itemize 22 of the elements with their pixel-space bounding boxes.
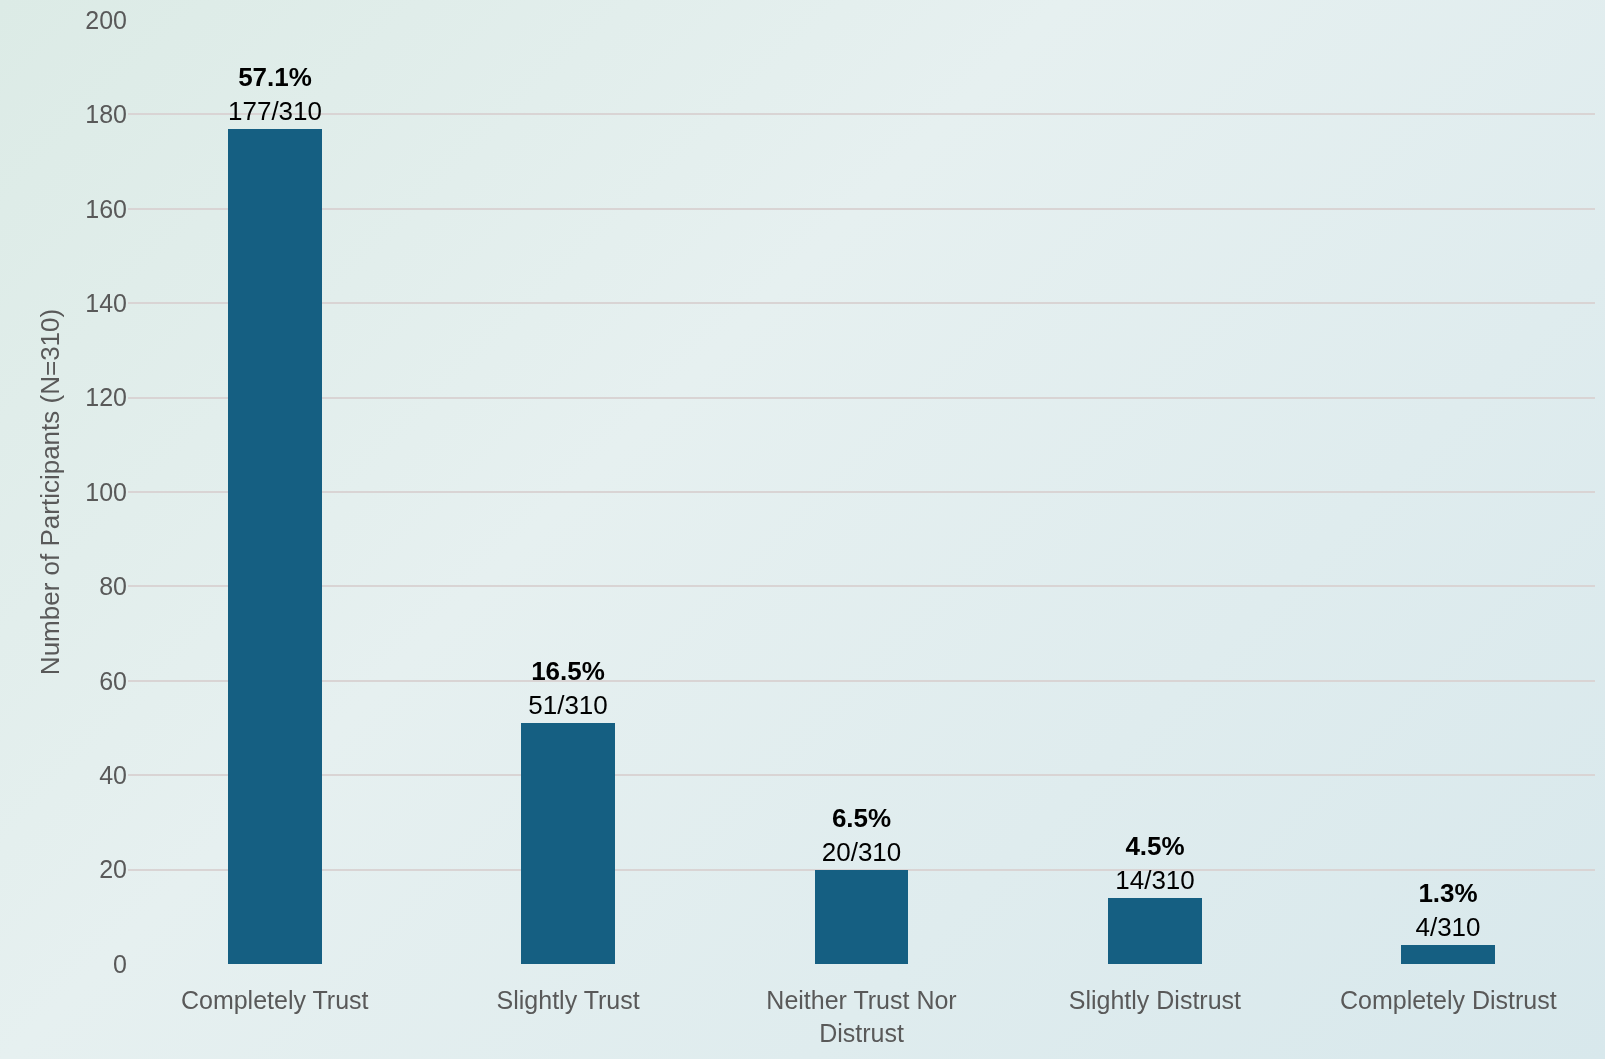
- y-axis-title: Number of Participants (N=310): [34, 308, 65, 676]
- y-tick-label: 120: [85, 383, 127, 412]
- x-tick-label: Slightly Distrust: [1068, 986, 1242, 1014]
- x-tick-label: Slightly Trust: [496, 986, 640, 1014]
- data-label: 6.5% 20/310: [821, 803, 902, 867]
- y-tick-label: 0: [113, 949, 127, 978]
- x-tick-label: Completely Trust: [180, 986, 369, 1014]
- data-label: 1.3% 4/310: [1415, 878, 1481, 942]
- y-tick-label: 200: [85, 5, 127, 34]
- y-tick-label: 140: [85, 288, 127, 317]
- data-label: 16.5% 51/310: [528, 656, 608, 720]
- y-tick-label: 180: [85, 100, 127, 129]
- x-tick-label: Neither Trust Nor Distrust: [766, 986, 957, 1047]
- y-tick-label: 40: [99, 760, 127, 789]
- data-label: 4.5% 14/310: [1115, 831, 1195, 895]
- data-label: 57.1% 177/310: [228, 62, 322, 126]
- y-tick-label: 100: [85, 477, 127, 506]
- y-tick-label: 160: [85, 194, 127, 223]
- y-tick-label: 20: [99, 855, 127, 884]
- y-tick-label: 80: [99, 572, 127, 601]
- y-tick-label: 60: [99, 666, 127, 695]
- x-tick-label: Completely Distrust: [1339, 986, 1557, 1014]
